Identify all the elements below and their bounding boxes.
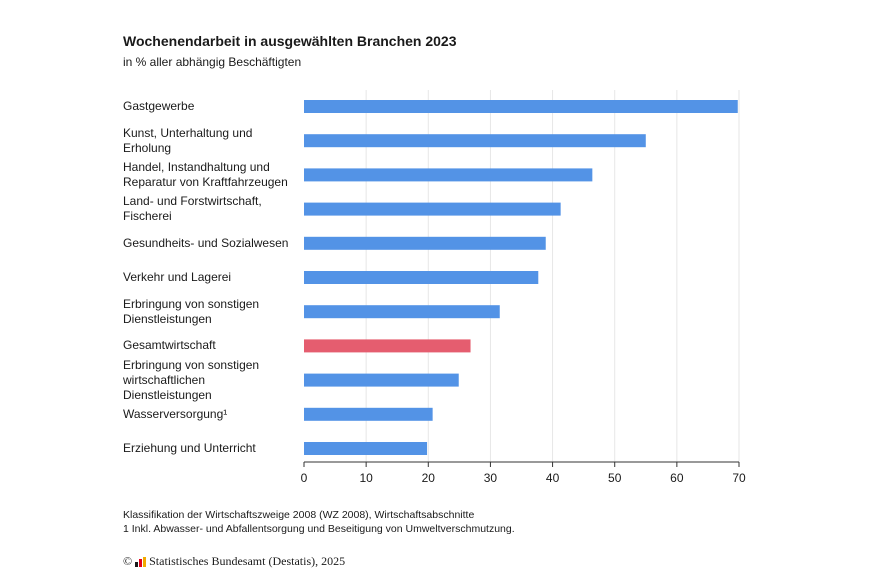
category-label-line: Fischerei (123, 209, 172, 224)
x-tick-label: 0 (301, 471, 308, 485)
category-label-line: Erbringung von sonstigen (123, 296, 260, 311)
copyright-symbol: © (123, 554, 133, 568)
category-label: Kunst, Unterhaltung und Erholung (123, 126, 303, 156)
category-label-line: Wasserversorgung¹ (123, 406, 228, 421)
bar (304, 442, 428, 455)
x-tick-label: 30 (484, 471, 498, 485)
category-label: Erbringung von sonstigen Dienstleistungen (123, 297, 303, 327)
footnotes: Klassifikation der Wirtschaftszweige 200… (123, 508, 515, 536)
bar-chart: 0 10 20 30 40 50 60 70 (301, 90, 746, 485)
category-label: Erziehung und Unterricht (123, 441, 303, 456)
category-label: Gesamtwirtschaft (123, 338, 303, 353)
x-tick-label: 40 (546, 471, 560, 485)
bar (304, 373, 459, 387)
source-text: Statistisches Bundesamt (Destatis), 2025 (149, 554, 346, 568)
x-tick-label: 50 (608, 471, 622, 485)
category-label-line: Gesamtwirtschaft (123, 338, 216, 353)
category-label-line: Gesundheits- und Sozialwesen (123, 235, 289, 250)
bar (304, 236, 546, 250)
category-label: Erbringung von sonstigen wirtschaftlichen… (123, 358, 303, 403)
chart-title: Wochenendarbeit in ausgewählten Branchen… (123, 33, 457, 49)
category-label-line: Land- und Forstwirtschaft, (123, 194, 262, 209)
category-label: Gastgewerbe (123, 99, 303, 114)
x-tick-label: 70 (732, 471, 746, 485)
bar (304, 202, 561, 216)
bar (304, 100, 738, 113)
category-label-line: Gastgewerbe (123, 99, 195, 113)
x-axis: 0 10 20 30 40 50 60 70 (301, 461, 746, 485)
category-label-line: Kunst, Unterhaltung und (123, 125, 253, 140)
destatis-logo-icon (135, 556, 147, 567)
category-label: Verkehr und Lagerei (123, 270, 303, 285)
category-label: Land- und Forstwirtschaft, Fischerei (123, 194, 303, 224)
category-label-line: Erbringung von sonstigen (123, 357, 260, 372)
x-tick-label: 10 (359, 471, 373, 485)
category-label-line: Verkehr und Lagerei (123, 270, 232, 284)
category-label: Handel, Instandhaltung und Reparatur von … (123, 160, 303, 190)
bar-highlight (304, 339, 471, 353)
category-label-line: Reparatur von Kraftfahrzeugen (123, 174, 288, 189)
category-label: Wasserversorgung¹ (123, 407, 303, 422)
bar (304, 305, 500, 319)
bar (304, 168, 593, 182)
footnote-1: 1 Inkl. Abwasser- und Abfallentsorgung u… (123, 523, 515, 535)
category-label-line: wirtschaftlichen (123, 372, 206, 387)
category-label-line: Handel, Instandhaltung und (123, 159, 270, 174)
bar (304, 134, 646, 148)
x-tick-label: 20 (422, 471, 436, 485)
bar (304, 271, 539, 284)
bar (304, 407, 433, 421)
category-label-line: Dienstleistungen (123, 387, 212, 402)
source-footer: © Statistisches Bundesamt (Destatis), 20… (123, 554, 345, 569)
x-tick-label: 60 (670, 471, 684, 485)
footnote-classification: Klassifikation der Wirtschaftszweige 200… (123, 509, 475, 521)
category-label-line: Erholung (123, 140, 172, 155)
bars (304, 100, 738, 455)
category-label: Gesundheits- und Sozialwesen (123, 236, 303, 251)
grid-lines (365, 90, 740, 462)
category-label-line: Erziehung und Unterricht (123, 441, 256, 455)
chart-subtitle: in % aller abhängig Beschäftigten (123, 55, 302, 69)
category-label-line: Dienstleistungen (123, 311, 212, 326)
